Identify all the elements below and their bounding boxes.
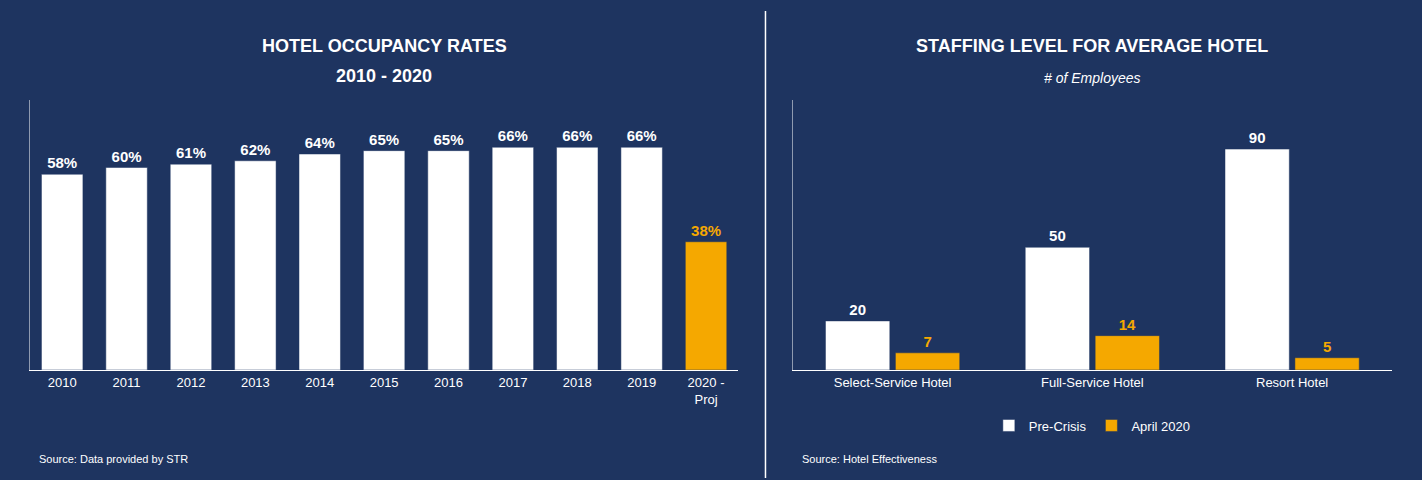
svg-text:90: 90: [1249, 129, 1266, 146]
svg-text:Pre-Crisis: Pre-Crisis: [1029, 419, 1087, 434]
svg-text:58%: 58%: [47, 154, 77, 171]
svg-text:2019: 2019: [627, 375, 656, 390]
svg-text:66%: 66%: [498, 127, 528, 144]
svg-text:STAFFING LEVEL FOR AVERAGE HOT: STAFFING LEVEL FOR AVERAGE HOTEL: [916, 36, 1268, 56]
svg-text:Select-Service Hotel: Select-Service Hotel: [834, 375, 952, 390]
svg-text:2010 - 2020: 2010 - 2020: [336, 66, 432, 86]
svg-text:Source: Hotel Effectiveness: Source: Hotel Effectiveness: [802, 453, 937, 465]
svg-text:2020 -Proj: 2020 -Proj: [688, 375, 725, 407]
svg-text:HOTEL OCCUPANCY RATES: HOTEL OCCUPANCY RATES: [262, 36, 507, 56]
svg-text:65%: 65%: [369, 131, 399, 148]
svg-text:64%: 64%: [305, 134, 335, 151]
svg-text:62%: 62%: [240, 141, 270, 158]
svg-text:61%: 61%: [176, 144, 206, 161]
svg-text:2011: 2011: [113, 375, 141, 390]
svg-text:Full-Service Hotel: Full-Service Hotel: [1041, 375, 1144, 390]
svg-text:2013: 2013: [241, 375, 270, 390]
svg-text:2014: 2014: [305, 375, 334, 390]
svg-text:# of Employees: # of Employees: [1044, 70, 1141, 86]
svg-text:50: 50: [1049, 227, 1066, 244]
svg-text:2010: 2010: [48, 375, 77, 390]
svg-text:5: 5: [1323, 338, 1331, 355]
svg-text:2018: 2018: [563, 375, 592, 390]
svg-text:20: 20: [849, 301, 866, 318]
svg-text:April 2020: April 2020: [1131, 419, 1190, 434]
svg-text:60%: 60%: [112, 148, 142, 165]
svg-text:66%: 66%: [562, 127, 592, 144]
svg-text:Resort Hotel: Resort Hotel: [1256, 375, 1328, 390]
svg-text:2015: 2015: [370, 375, 399, 390]
svg-text:2017: 2017: [498, 375, 527, 390]
svg-text:7: 7: [923, 333, 931, 350]
svg-text:66%: 66%: [627, 127, 657, 144]
svg-text:Source: Data provided by STR: Source: Data provided by STR: [39, 453, 188, 465]
svg-text:38%: 38%: [691, 222, 721, 239]
svg-text:2016: 2016: [434, 375, 463, 390]
svg-text:14: 14: [1119, 316, 1136, 333]
svg-text:2012: 2012: [176, 375, 205, 390]
svg-text:65%: 65%: [433, 131, 463, 148]
